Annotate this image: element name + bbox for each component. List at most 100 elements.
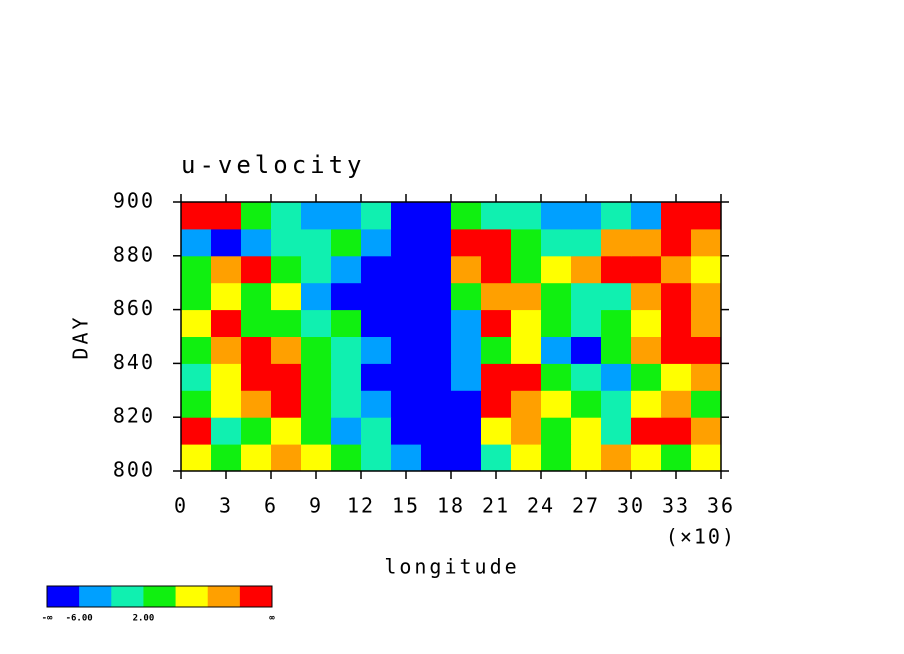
cell	[571, 363, 602, 391]
cell	[181, 417, 212, 445]
cell	[541, 336, 572, 364]
cell	[481, 390, 512, 418]
cell	[361, 309, 392, 337]
cell	[361, 336, 392, 364]
cell	[331, 336, 362, 364]
cell	[571, 444, 602, 472]
cell	[331, 228, 362, 257]
cell	[511, 363, 542, 391]
cell	[691, 444, 722, 472]
cell	[361, 417, 392, 445]
cell	[511, 336, 542, 364]
colorbar-swatch	[47, 586, 80, 607]
cell	[181, 228, 212, 257]
cell	[631, 363, 662, 391]
colorbar-swatch	[239, 586, 273, 607]
x-axis-label: longitude	[384, 555, 519, 579]
cell	[271, 444, 302, 472]
cell	[541, 202, 572, 230]
cell	[661, 390, 692, 418]
colorbar-tick-label: -6.00	[66, 614, 93, 624]
cell	[631, 202, 662, 230]
cell	[451, 363, 482, 391]
cell	[451, 336, 482, 364]
cell	[511, 309, 542, 337]
cell	[271, 390, 302, 418]
cell	[391, 336, 422, 364]
cell	[661, 202, 692, 230]
cell	[421, 390, 452, 418]
cell	[451, 390, 482, 418]
cell	[511, 255, 542, 284]
cell	[331, 417, 362, 445]
cell	[601, 444, 632, 472]
cell	[481, 228, 512, 257]
x-tick-label: 24	[527, 494, 555, 518]
cell	[181, 444, 212, 472]
cell	[481, 282, 512, 311]
cell	[661, 255, 692, 284]
cell	[421, 444, 452, 472]
cell	[421, 363, 452, 391]
cell	[421, 228, 452, 257]
y-tick-label: 860	[113, 296, 155, 320]
cell	[451, 202, 482, 230]
cell	[541, 228, 572, 257]
x-tick-label: 30	[617, 494, 645, 518]
cell	[601, 228, 632, 257]
cell	[181, 255, 212, 284]
cell	[511, 202, 542, 230]
colorbar-tick-label: -∞	[42, 614, 53, 624]
cell	[421, 202, 452, 230]
cell	[481, 309, 512, 337]
cell	[631, 417, 662, 445]
cell	[691, 202, 722, 230]
cell	[511, 390, 542, 418]
cell	[691, 417, 722, 445]
cell	[691, 336, 722, 364]
cell	[571, 336, 602, 364]
cell	[271, 309, 302, 337]
cell	[691, 309, 722, 337]
cell	[241, 282, 272, 311]
cell	[511, 228, 542, 257]
cell	[631, 282, 662, 311]
cell	[181, 390, 212, 418]
cell	[511, 282, 542, 311]
cell	[661, 336, 692, 364]
cell	[211, 255, 242, 284]
x-tick-label: 12	[347, 494, 375, 518]
cell	[571, 390, 602, 418]
cell	[451, 255, 482, 284]
cell	[661, 228, 692, 257]
cell	[451, 444, 482, 472]
colorbar-swatch	[143, 586, 177, 607]
cell	[691, 228, 722, 257]
cell	[601, 202, 632, 230]
cell	[331, 202, 362, 230]
cell	[241, 336, 272, 364]
y-tick-label: 820	[113, 404, 155, 428]
cell	[211, 282, 242, 311]
cell	[571, 309, 602, 337]
cell	[241, 363, 272, 391]
cell	[211, 336, 242, 364]
cell	[541, 309, 572, 337]
cell	[571, 202, 602, 230]
cell	[481, 202, 512, 230]
cell	[331, 255, 362, 284]
colorbar: -∞ -6.00 2.00 ∞	[42, 585, 275, 624]
cell	[481, 417, 512, 445]
cell	[421, 255, 452, 284]
cell	[691, 255, 722, 284]
cell	[481, 255, 512, 284]
cell	[541, 282, 572, 311]
cell	[391, 309, 422, 337]
x-multiplier-label: (×10)	[666, 525, 736, 549]
cell	[541, 255, 572, 284]
x-tick-label: 36	[707, 494, 735, 518]
cell	[631, 228, 662, 257]
cell	[481, 444, 512, 472]
